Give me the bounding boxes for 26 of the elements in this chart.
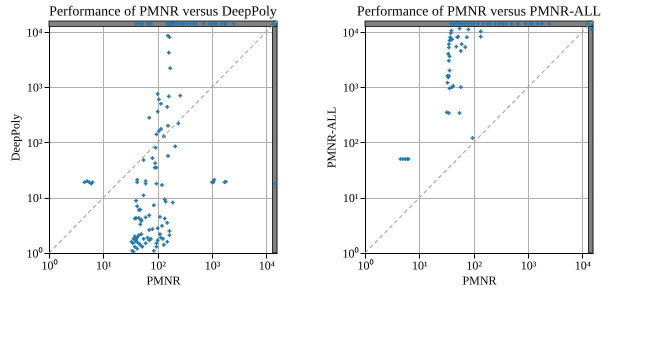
y-tick-label: 10¹	[26, 191, 43, 206]
y-tick-label: 10³	[26, 80, 43, 95]
y-axis-title: DeepPoly	[8, 114, 22, 162]
x-tick-label: 10¹	[412, 258, 428, 272]
x-axis-title: PMNR	[146, 274, 181, 288]
y-tick-label: 10⁰	[342, 246, 358, 260]
y-tick-label: 10¹	[342, 191, 359, 206]
x-tick-label: 10⁰	[42, 258, 58, 272]
x-tick-label: 10³	[204, 258, 221, 272]
y-tick-label: 10⁴	[26, 25, 42, 40]
x-tick-label: 10²	[466, 258, 482, 272]
x-tick-label: 10²	[150, 258, 166, 272]
y-tick-label: 10²	[342, 136, 359, 150]
x-tick-label: 10³	[520, 258, 537, 272]
y-tick-label: 10³	[342, 80, 359, 95]
x-tick-label: 10⁰	[358, 258, 374, 272]
y-axis-title: PMNR-ALL	[324, 106, 338, 168]
y-tick-label: 10²	[26, 136, 43, 150]
y-tick-label: 10⁴	[342, 25, 358, 40]
x-axis-title: PMNR	[462, 274, 497, 288]
chart-title: Performance of PMNR versus PMNR-ALL	[356, 4, 602, 20]
x-tick-label: 10⁴	[258, 258, 275, 272]
chart-title: Performance of PMNR versus DeepPoly	[49, 4, 277, 20]
x-tick-label: 10⁴	[574, 258, 591, 272]
y-tick-label: 10⁰	[26, 246, 42, 260]
x-tick-label: 10¹	[96, 258, 112, 272]
